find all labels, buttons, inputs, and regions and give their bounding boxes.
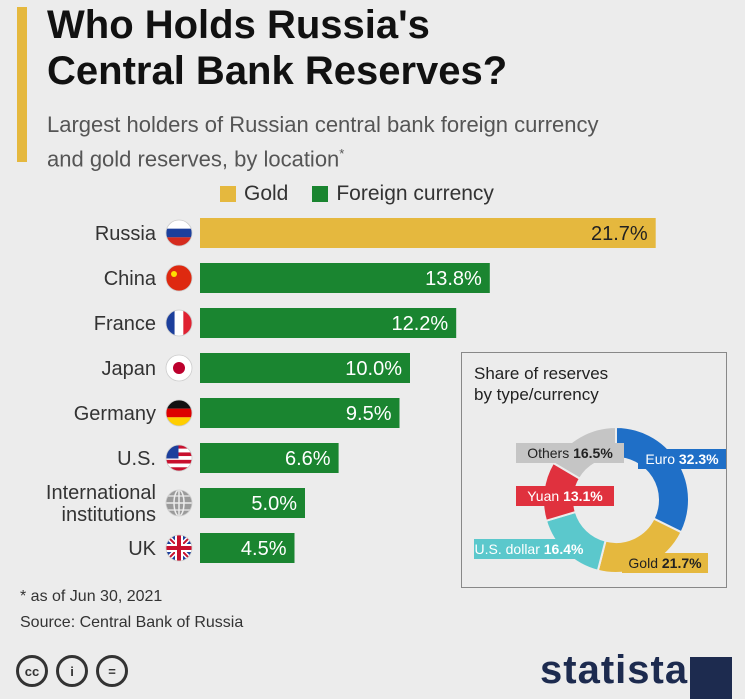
share-title-line-2: by type/currency xyxy=(474,385,599,404)
title-line-1: Who Holds Russia's xyxy=(47,3,430,47)
category-label: International institutions xyxy=(46,482,156,526)
bar xyxy=(200,443,339,473)
slice-label: Gold 21.7% xyxy=(628,555,702,571)
china-flag-icon xyxy=(165,264,193,292)
slice-label: Others 16.5% xyxy=(527,445,613,461)
bar-row-germany: Germany 9.5% xyxy=(74,398,400,428)
bar-row-france: France 12.2% xyxy=(94,308,457,338)
japan-flag-icon xyxy=(165,354,193,382)
subtitle: Largest holders of Russian central bank … xyxy=(47,110,727,173)
title-accent-bar xyxy=(17,7,27,162)
slice-label: Euro 32.3% xyxy=(645,451,719,467)
donut-chart: Euro 32.3% Gold 21.7% U.S. dollar 16.4% Yua… xyxy=(474,425,726,574)
subtitle-line-2: and gold reserves, by location xyxy=(47,146,340,172)
donut-slice xyxy=(615,425,690,534)
chart-legend: Gold Foreign currency xyxy=(220,180,518,208)
category-label: Japan xyxy=(102,358,157,380)
data-label: 4.5% xyxy=(241,538,287,560)
data-label: 21.7% xyxy=(591,223,648,245)
slice-yuan: Yuan 13.1% xyxy=(516,461,614,523)
data-label: 6.6% xyxy=(285,448,331,470)
slice-label: U.S. dollar 16.4% xyxy=(475,541,584,557)
bar xyxy=(200,533,295,563)
subtitle-line-1: Largest holders of Russian central bank … xyxy=(47,112,599,137)
slice-others: Others 16.5% xyxy=(516,425,624,480)
category-label: Germany xyxy=(74,403,156,425)
bar xyxy=(200,353,410,383)
category-label: France xyxy=(94,313,156,335)
slice-label-bg xyxy=(516,443,624,463)
category-label: Russia xyxy=(95,223,157,245)
bar-row-u-s: U.S. 6.6% xyxy=(117,443,339,473)
data-label: 9.5% xyxy=(346,403,392,425)
statista-logo-mark xyxy=(690,657,732,699)
category-label: UK xyxy=(128,538,156,560)
legend-label-foreign: Foreign currency xyxy=(336,182,494,205)
france-flag-icon xyxy=(165,309,193,337)
legend-label-gold: Gold xyxy=(244,182,289,205)
bar xyxy=(200,263,490,293)
uk-flag-icon xyxy=(165,534,193,562)
bar-row-china: China 13.8% xyxy=(104,263,490,293)
slice-gold: Gold 21.7% xyxy=(596,517,708,574)
russia-flag-icon xyxy=(165,219,193,247)
slice-label-bg xyxy=(516,486,614,506)
bar-row-international-institutions: International institutions 5.0% xyxy=(46,482,305,526)
statista-logo: statista xyxy=(540,648,689,692)
legend-swatch-gold xyxy=(220,186,236,202)
data-label: 13.8% xyxy=(425,268,482,290)
subtitle-footnote-marker: * xyxy=(339,146,345,161)
slice-label-bg xyxy=(622,553,708,573)
bar xyxy=(200,218,656,248)
bar xyxy=(200,398,400,428)
share-title: Share of reserves by type/currency xyxy=(474,363,714,405)
footnote: * as of Jun 30, 2021 xyxy=(20,588,163,605)
slice-label: Yuan 13.1% xyxy=(527,488,603,504)
legend-swatch-foreign xyxy=(312,186,329,202)
bar-chart: Russia 21.7% China 13.8% France 12.2% Japan 10.… xyxy=(46,218,656,563)
slice-u-s-dollar: U.S. dollar 16.4% xyxy=(474,510,607,572)
bar-row-japan: Japan 10.0% xyxy=(102,353,410,383)
category-label: China xyxy=(104,268,157,290)
source-note: Source: Central Bank of Russia xyxy=(20,614,244,631)
bar xyxy=(200,308,457,338)
page-title: Who Holds Russia's Central Bank Reserves… xyxy=(47,2,507,94)
slice-label-bg xyxy=(474,539,584,559)
bar xyxy=(200,488,305,518)
legend-item-gold: Gold xyxy=(220,182,288,206)
legend-item-foreign: Foreign currency xyxy=(312,182,494,206)
slice-euro: Euro 32.3% xyxy=(615,425,726,534)
no-derivatives-icon[interactable]: = xyxy=(96,655,128,687)
slice-label-bg xyxy=(638,449,726,469)
cc-icon[interactable]: cc xyxy=(16,655,48,687)
data-label: 5.0% xyxy=(251,493,297,515)
share-title-line-1: Share of reserves xyxy=(474,364,609,383)
globe-icon xyxy=(165,489,193,517)
title-line-2: Central Bank Reserves? xyxy=(47,49,508,93)
germany-flag-icon xyxy=(165,399,193,427)
share-panel: Share of reserves by type/currency Euro … xyxy=(461,352,727,588)
us-flag-icon xyxy=(165,444,193,472)
data-label: 12.2% xyxy=(391,313,448,335)
data-label: 10.0% xyxy=(345,358,402,380)
attribution-icon[interactable]: i xyxy=(56,655,88,687)
license-icons: cc i = xyxy=(16,655,136,687)
category-label: U.S. xyxy=(117,448,156,470)
bar-row-russia: Russia 21.7% xyxy=(95,218,656,248)
bar-row-uk: UK 4.5% xyxy=(128,533,295,563)
